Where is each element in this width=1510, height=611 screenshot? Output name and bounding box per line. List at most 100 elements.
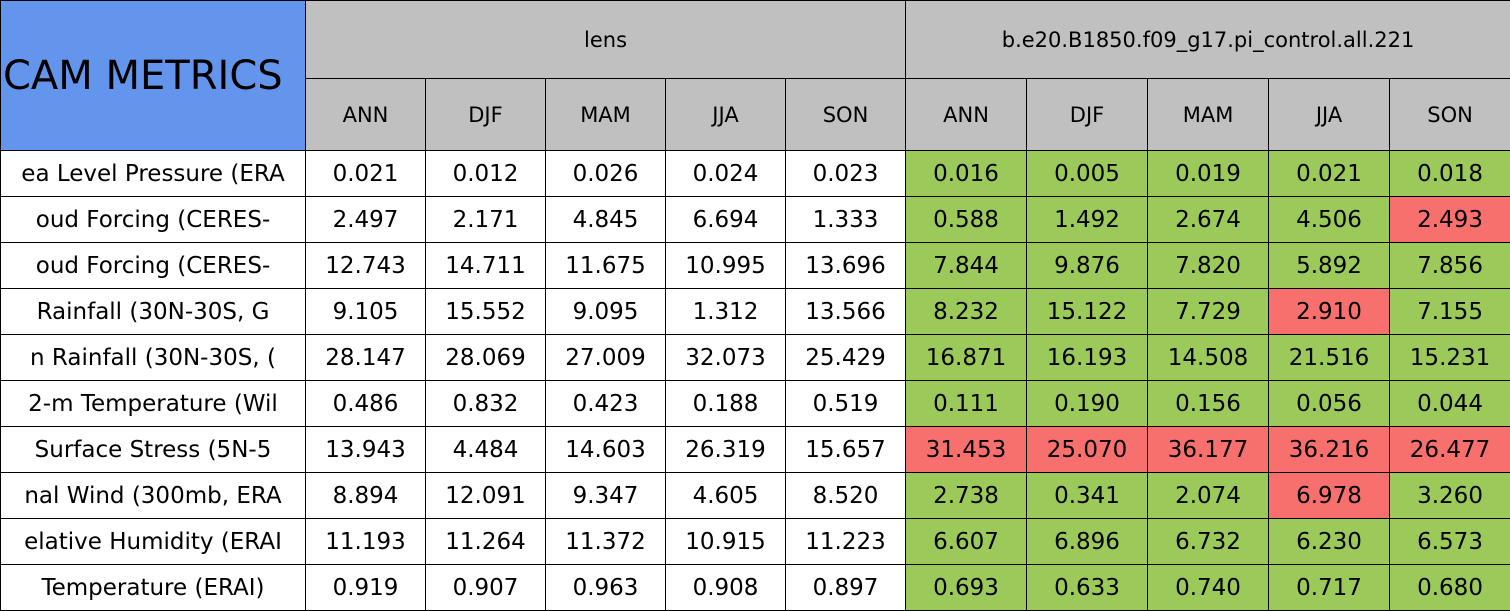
table-row: elative Humidity (ERAI 11.193 11.264 11.372… [0, 518, 1510, 565]
metric-cell: 15.552 [425, 288, 546, 335]
table-body: ea Level Pressure (ERA 0.021 0.012 0.026 0.0… [0, 150, 1510, 611]
table-row: oud Forcing (CERES- 12.743 14.711 11.675 10.… [0, 242, 1510, 289]
metric-cell: 26.477 [1389, 426, 1510, 473]
metric-cell: 13.696 [784, 242, 907, 289]
metric-cell: 0.341 [1026, 472, 1149, 519]
season-header: MAM [545, 78, 666, 151]
row-label: 2-m Temperature (Wil [0, 380, 306, 427]
metric-cell: 4.506 [1268, 196, 1391, 243]
metric-cell: 0.633 [1026, 564, 1149, 611]
table-row: Temperature (ERAI) 0.919 0.907 0.963 0.908 0.… [0, 564, 1510, 611]
metric-cell: 15.657 [784, 426, 907, 473]
metric-cell: 7.820 [1147, 242, 1270, 289]
metric-cell: 0.005 [1026, 150, 1149, 197]
metric-cell: 15.231 [1389, 334, 1510, 381]
metric-cell: 32.073 [665, 334, 786, 381]
metric-cell: 0.016 [905, 150, 1028, 197]
metric-cell: 6.573 [1389, 518, 1510, 565]
metric-cell: 15.122 [1026, 288, 1149, 335]
season-header: ANN [305, 78, 426, 151]
metric-cell: 2.497 [305, 196, 426, 243]
metric-cell: 8.232 [905, 288, 1028, 335]
metric-cell: 14.711 [425, 242, 546, 289]
metric-cell: 0.044 [1389, 380, 1510, 427]
metric-cell: 2.493 [1389, 196, 1510, 243]
metric-cell: 1.333 [784, 196, 907, 243]
table-row: Rainfall (30N-30S, G 9.105 15.552 9.095 1.31… [0, 288, 1510, 335]
metric-cell: 14.603 [545, 426, 666, 473]
metric-cell: 0.423 [545, 380, 666, 427]
group-header: lens [304, 0, 907, 79]
group-header: b.e20.B1850.f09_g17.pi_control.all.221 [905, 0, 1510, 79]
metric-cell: 0.740 [1147, 564, 1270, 611]
table-row: oud Forcing (CERES- 2.497 2.171 4.845 6.694 1… [0, 196, 1510, 243]
metric-cell: 0.908 [665, 564, 786, 611]
metric-cell: 13.566 [784, 288, 907, 335]
metric-cell: 0.021 [305, 150, 426, 197]
metric-cell: 0.018 [1389, 150, 1510, 197]
metric-cell: 0.717 [1268, 564, 1391, 611]
season-header: DJF [1026, 78, 1149, 151]
metric-cell: 11.675 [545, 242, 666, 289]
metric-cell: 4.484 [425, 426, 546, 473]
row-label: elative Humidity (ERAI [0, 518, 306, 565]
season-header: SON [1389, 78, 1510, 151]
metric-cell: 16.193 [1026, 334, 1149, 381]
metric-cell: 0.519 [784, 380, 907, 427]
metric-cell: 36.216 [1268, 426, 1391, 473]
metric-cell: 16.871 [905, 334, 1028, 381]
season-header: MAM [1147, 78, 1270, 151]
metric-cell: 4.605 [665, 472, 786, 519]
metric-cell: 9.105 [305, 288, 426, 335]
metric-cell: 2.171 [425, 196, 546, 243]
metric-cell: 0.693 [905, 564, 1028, 611]
metric-cell: 25.429 [784, 334, 907, 381]
metric-cell: 10.995 [665, 242, 786, 289]
metric-cell: 2.910 [1268, 288, 1391, 335]
metric-cell: 28.147 [305, 334, 426, 381]
metric-cell: 9.347 [545, 472, 666, 519]
metric-cell: 26.319 [665, 426, 786, 473]
metric-cell: 2.074 [1147, 472, 1270, 519]
row-label: Temperature (ERAI) [0, 564, 306, 611]
metric-cell: 0.111 [905, 380, 1028, 427]
metric-cell: 6.694 [665, 196, 786, 243]
metric-cell: 11.193 [305, 518, 426, 565]
metric-cell: 0.680 [1389, 564, 1510, 611]
metric-cell: 31.453 [905, 426, 1028, 473]
metric-cell: 7.155 [1389, 288, 1510, 335]
header-row: CAM METRICS lens b.e20.B1850.f09_g17.pi_… [0, 0, 1510, 151]
metric-cell: 8.894 [305, 472, 426, 519]
metric-cell: 9.095 [545, 288, 666, 335]
table-row: Surface Stress (5N-5 13.943 4.484 14.603 26.… [0, 426, 1510, 473]
metric-cell: 6.230 [1268, 518, 1391, 565]
metric-cell: 6.732 [1147, 518, 1270, 565]
metric-cell: 7.844 [905, 242, 1028, 289]
metric-cell: 8.520 [784, 472, 907, 519]
row-label: n Rainfall (30N-30S, ( [0, 334, 306, 381]
metric-cell: 0.897 [784, 564, 907, 611]
season-row: ANN DJF MAM JJA SON ANN DJF MAM JJA SON [1, 78, 1510, 151]
metric-cell: 0.588 [905, 196, 1028, 243]
metric-cell: 6.978 [1268, 472, 1391, 519]
metric-cell: 0.919 [305, 564, 426, 611]
table-row: n Rainfall (30N-30S, (28.147 28.069 27.009… [0, 334, 1510, 381]
table-row: ea Level Pressure (ERA 0.021 0.012 0.026 0.0… [0, 150, 1510, 197]
metric-cell: 10.915 [665, 518, 786, 565]
metric-cell: 1.312 [665, 288, 786, 335]
row-label: Rainfall (30N-30S, G [0, 288, 306, 335]
row-label: oud Forcing (CERES- [0, 196, 306, 243]
metric-cell: 0.486 [305, 380, 426, 427]
metric-cell: 6.896 [1026, 518, 1149, 565]
season-header: JJA [1268, 78, 1391, 151]
metric-cell: 0.907 [425, 564, 546, 611]
metric-cell: 0.832 [425, 380, 546, 427]
metric-cell: 0.021 [1268, 150, 1391, 197]
metric-cell: 5.892 [1268, 242, 1391, 289]
metric-cell: 0.188 [665, 380, 786, 427]
metric-cell: 0.012 [425, 150, 546, 197]
metric-cell: 3.260 [1389, 472, 1510, 519]
metric-cell: 27.009 [545, 334, 666, 381]
row-label: nal Wind (300mb, ERA [0, 472, 306, 519]
